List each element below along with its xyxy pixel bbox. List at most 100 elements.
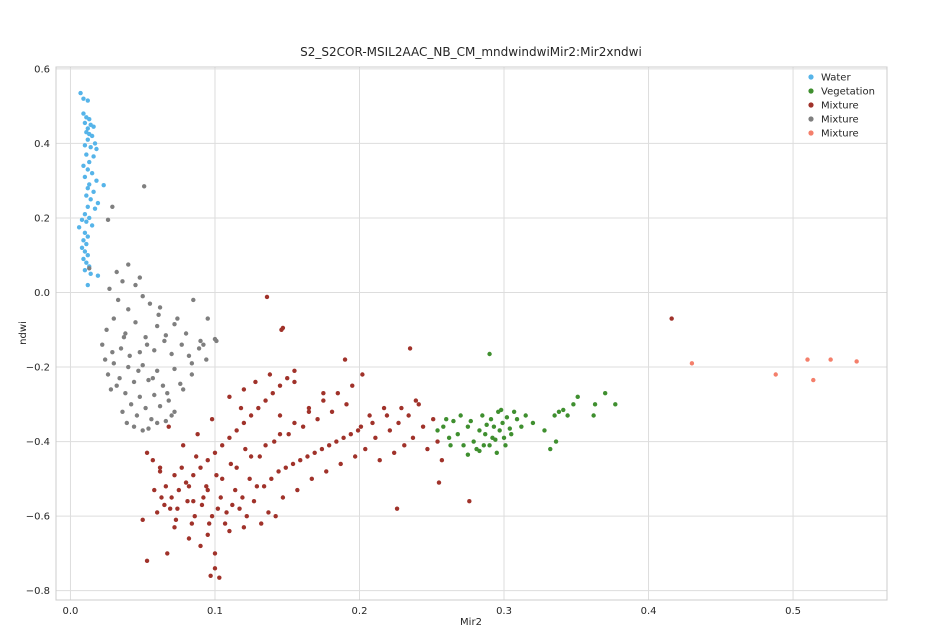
data-point-series-3	[120, 279, 125, 284]
data-point-series-2	[467, 499, 472, 504]
data-point-series-0	[78, 90, 83, 96]
data-point-series-2	[144, 450, 150, 455]
data-point-series-2	[283, 465, 288, 470]
data-point-series-1	[500, 420, 505, 426]
data-point-series-3	[126, 364, 131, 370]
data-point-series-3	[189, 372, 195, 377]
data-point-series-3	[196, 346, 202, 351]
data-point-series-1	[491, 424, 497, 429]
data-point-series-2	[253, 379, 258, 385]
data-point-series-2	[254, 484, 260, 489]
data-point-series-2	[157, 469, 163, 474]
data-point-series-0	[85, 253, 90, 258]
data-point-series-3	[172, 366, 177, 372]
data-point-series-2	[251, 499, 257, 504]
data-point-series-2	[394, 506, 400, 511]
data-point-series-3	[114, 383, 119, 388]
data-point-series-1	[602, 390, 608, 396]
data-point-series-3	[146, 377, 151, 383]
data-point-series-2	[172, 525, 177, 530]
data-point-series-2	[326, 443, 332, 448]
data-point-series-3	[105, 217, 111, 223]
data-point-series-3	[201, 342, 206, 347]
data-point-series-1	[481, 443, 486, 448]
data-point-series-2	[179, 465, 184, 470]
data-point-series-3	[137, 349, 143, 355]
data-point-series-3	[143, 335, 148, 340]
data-point-series-2	[257, 454, 262, 459]
legend-marker	[808, 130, 814, 136]
data-point-series-2	[315, 417, 320, 422]
legend-marker	[808, 116, 814, 122]
data-point-series-3	[140, 428, 145, 433]
data-point-series-2	[407, 346, 413, 351]
data-point-series-3	[124, 420, 130, 426]
data-point-series-2	[241, 387, 247, 392]
data-point-series-3	[133, 282, 138, 288]
data-point-series-0	[88, 144, 93, 150]
data-point-series-1	[542, 428, 547, 433]
data-point-series-2	[335, 390, 341, 396]
data-point-series-0	[85, 137, 90, 142]
data-point-series-2	[277, 431, 283, 437]
data-point-series-0	[85, 282, 90, 288]
data-point-series-2	[234, 428, 239, 433]
data-point-series-0	[89, 171, 95, 176]
data-point-series-1	[561, 407, 566, 413]
data-point-series-2	[312, 450, 317, 455]
data-point-series-3	[157, 403, 163, 409]
data-point-series-0	[85, 234, 90, 239]
data-point-series-2	[195, 431, 200, 437]
data-point-series-1	[477, 448, 482, 454]
data-point-series-2	[334, 439, 339, 444]
data-point-series-0	[94, 146, 99, 152]
data-point-series-3	[186, 353, 192, 359]
data-point-series-0	[87, 215, 92, 221]
data-point-series-2	[439, 458, 445, 463]
data-point-series-1	[503, 443, 508, 448]
data-point-series-3	[120, 409, 125, 414]
data-point-series-3	[123, 390, 128, 396]
data-point-series-3	[144, 342, 150, 347]
y-tick-label: 0.6	[34, 64, 50, 75]
data-point-series-0	[87, 182, 92, 187]
data-point-series-2	[344, 402, 349, 407]
data-point-series-3	[169, 413, 174, 418]
data-point-series-2	[241, 420, 247, 426]
data-point-series-4	[773, 372, 778, 377]
data-point-series-2	[286, 431, 291, 437]
data-point-series-2	[176, 487, 182, 493]
data-point-series-3	[131, 424, 137, 429]
data-point-series-2	[358, 424, 364, 429]
data-point-series-3	[126, 307, 131, 312]
data-point-series-1	[498, 407, 504, 413]
data-point-series-2	[198, 465, 203, 470]
y-tick-label: −0.4	[26, 437, 50, 448]
data-point-series-2	[228, 461, 234, 467]
legend: Water Vegetation Mixture Mixture Mixture	[808, 73, 875, 140]
data-point-series-0	[91, 124, 96, 129]
data-point-series-2	[166, 424, 171, 429]
data-point-series-0	[81, 238, 86, 243]
data-point-series-2	[263, 398, 268, 403]
data-point-series-1	[553, 439, 559, 444]
plot-frame	[55, 66, 888, 601]
data-point-series-1	[493, 437, 498, 442]
data-point-series-0	[81, 96, 86, 101]
data-point-series-2	[319, 446, 325, 452]
data-point-series-2	[263, 443, 268, 448]
data-point-series-0	[92, 141, 98, 146]
data-point-series-1	[519, 424, 524, 429]
data-point-series-3	[189, 361, 195, 366]
x-tick-label: 0.5	[785, 606, 801, 617]
data-point-series-2	[272, 439, 277, 444]
data-point-series-2	[248, 413, 254, 418]
data-point-series-2	[212, 450, 218, 455]
data-point-series-2	[165, 551, 170, 556]
data-point-series-1	[465, 452, 471, 457]
data-point-series-1	[571, 402, 576, 407]
data-point-series-2	[186, 536, 192, 541]
data-point-series-2	[292, 379, 297, 385]
data-point-series-3	[105, 372, 111, 377]
